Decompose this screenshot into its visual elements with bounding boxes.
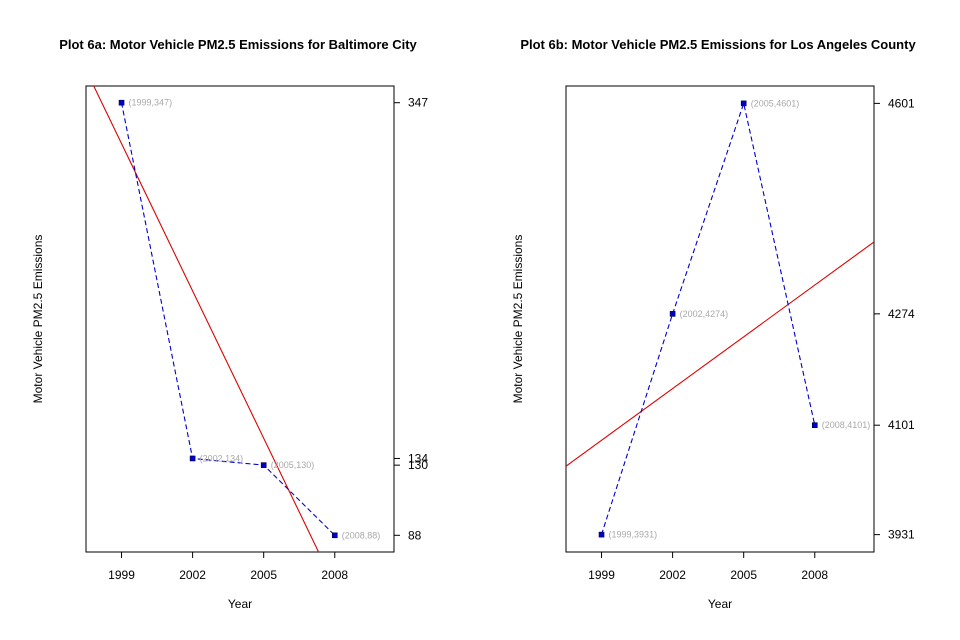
y-tick-label: 4101 <box>888 418 915 432</box>
data-point <box>669 311 676 317</box>
chart-title: Plot 6b: Motor Vehicle PM2.5 Emissions f… <box>520 37 916 52</box>
x-tick-label: 2002 <box>659 568 686 582</box>
data-point-label: (2002,134) <box>200 453 244 463</box>
data-point <box>598 531 605 538</box>
y-tick-label: 4274 <box>888 307 915 321</box>
data-point <box>811 422 818 429</box>
data-point <box>331 532 338 539</box>
plot-frame <box>565 85 875 553</box>
trend-line <box>93 86 320 552</box>
x-axis-label: Year <box>708 597 732 611</box>
plot-frame <box>85 85 395 553</box>
data-point-label: (2005,4601) <box>751 98 800 108</box>
data-point-label: (2002,4274) <box>680 309 729 319</box>
chart-panel-los-angeles: Plot 6b: Motor Vehicle PM2.5 Emissions f… <box>511 37 916 611</box>
x-axis-label: Year <box>228 597 252 611</box>
data-point-label: (1999,347) <box>129 98 173 108</box>
y-axis-label: Motor Vehicle PM2.5 Emissions <box>31 235 45 404</box>
series-line <box>600 101 816 535</box>
data-point <box>740 100 747 107</box>
y-tick-label: 347 <box>408 96 428 110</box>
data-point-label: (2008,4101) <box>822 420 871 430</box>
y-tick-label: 3931 <box>888 528 915 542</box>
y-tick-label: 88 <box>408 528 422 542</box>
x-tick-label: 2008 <box>321 568 348 582</box>
data-point <box>189 455 196 462</box>
data-point-label: (2005,130) <box>271 460 315 470</box>
series-line <box>120 102 336 536</box>
x-tick-label: 1999 <box>108 568 135 582</box>
y-tick-label: 4601 <box>888 96 915 110</box>
data-point-label: (2008,88) <box>342 530 381 540</box>
y-axis-label: Motor Vehicle PM2.5 Emissions <box>511 235 525 404</box>
x-tick-label: 1999 <box>588 568 615 582</box>
chart-title: Plot 6a: Motor Vehicle PM2.5 Emissions f… <box>59 37 417 52</box>
data-point <box>260 462 267 468</box>
y-tick-label: 134 <box>408 451 428 465</box>
x-tick-label: 2002 <box>179 568 206 582</box>
x-tick-label: 2008 <box>801 568 828 582</box>
trend-line <box>566 241 874 467</box>
data-point <box>118 99 125 106</box>
data-point-label: (1999,3931) <box>609 530 658 540</box>
x-tick-label: 2005 <box>730 568 757 582</box>
chart-panel-baltimore: Plot 6a: Motor Vehicle PM2.5 Emissions f… <box>31 37 428 611</box>
x-tick-label: 2005 <box>250 568 277 582</box>
y-tick-label: 130 <box>408 458 428 472</box>
